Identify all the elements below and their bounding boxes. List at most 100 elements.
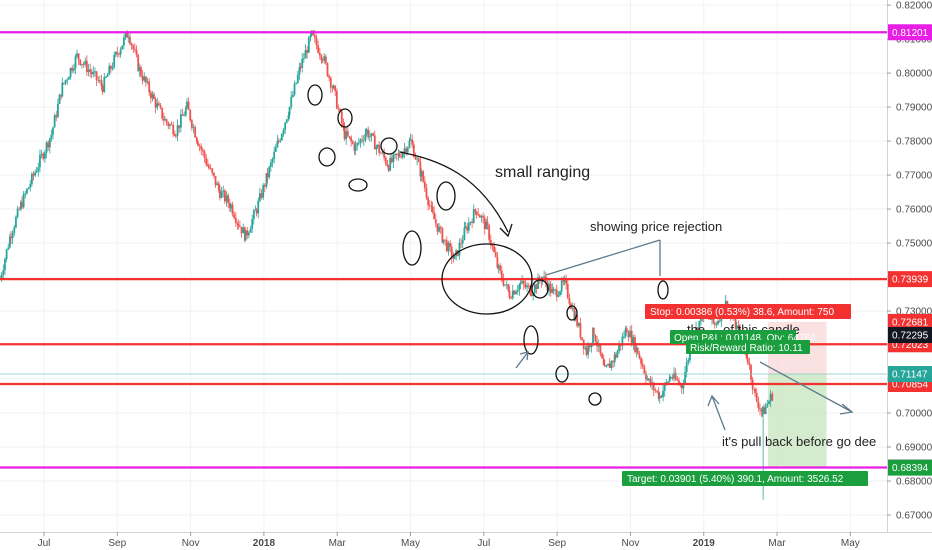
candle-body bbox=[483, 217, 486, 230]
y-tick-label: 0.76000 bbox=[896, 205, 932, 216]
circle-mark bbox=[523, 325, 539, 355]
candle-body bbox=[11, 232, 14, 239]
candle-body bbox=[605, 365, 608, 367]
candle-body bbox=[629, 330, 631, 338]
candle-body bbox=[551, 289, 554, 293]
candle-body bbox=[234, 218, 237, 224]
candle-body bbox=[475, 211, 478, 214]
candle-body bbox=[416, 158, 419, 160]
candle-body bbox=[269, 162, 272, 167]
candle-body bbox=[616, 351, 619, 358]
candle-body bbox=[19, 202, 22, 210]
candle-body bbox=[194, 127, 197, 138]
candle-body bbox=[764, 406, 767, 415]
candle-body bbox=[58, 94, 61, 104]
circle-mark bbox=[348, 178, 368, 192]
x-tick-label: Nov bbox=[622, 538, 640, 549]
candle-body bbox=[304, 50, 307, 59]
candle-body bbox=[652, 382, 655, 391]
candle-body bbox=[588, 345, 591, 348]
price-tag bbox=[888, 313, 932, 330]
candle-body bbox=[577, 323, 580, 326]
candle-body bbox=[665, 382, 668, 384]
candle-body bbox=[101, 85, 104, 93]
rr-label[interactable]: Risk/Reward Ratio: 10.11 bbox=[686, 340, 810, 354]
candle-body bbox=[680, 384, 683, 389]
candle-body bbox=[109, 65, 112, 69]
candle-body bbox=[284, 122, 287, 130]
candle-body bbox=[477, 213, 480, 216]
candle-body bbox=[100, 80, 103, 86]
candle-body bbox=[516, 290, 519, 292]
candle-body bbox=[156, 103, 159, 108]
candle-body bbox=[562, 280, 565, 282]
candle-body bbox=[499, 265, 502, 271]
candle-body bbox=[203, 151, 206, 158]
candle-body bbox=[411, 139, 414, 145]
candle-body bbox=[153, 94, 155, 99]
candle-body bbox=[18, 208, 21, 210]
candle-body bbox=[268, 166, 271, 178]
target-label[interactable]: Target: 0.03901 (5.40%) 390.1, Amount: 3… bbox=[622, 471, 868, 486]
price-tag-label: 0.68394 bbox=[892, 463, 929, 474]
candle-body bbox=[469, 221, 472, 223]
candle-body bbox=[565, 278, 568, 284]
candle-body bbox=[227, 195, 230, 204]
candle-body bbox=[698, 320, 701, 332]
candle-body bbox=[434, 219, 437, 224]
candle-body bbox=[315, 37, 318, 46]
candle-body bbox=[378, 144, 381, 153]
target-label-text: Target: 0.03901 (5.40%) 390.1, Amount: 3… bbox=[627, 474, 844, 485]
x-tick-label: Jul bbox=[38, 538, 51, 549]
candle-body bbox=[610, 361, 613, 368]
candle-body bbox=[433, 212, 436, 220]
candle-body bbox=[143, 76, 146, 81]
candle-body bbox=[183, 115, 186, 117]
candle-body bbox=[151, 94, 154, 99]
candle-body bbox=[491, 244, 494, 247]
candle-body bbox=[220, 191, 223, 198]
candle-body bbox=[42, 153, 45, 159]
x-tick-label: Mar bbox=[768, 538, 786, 549]
candle-body bbox=[632, 337, 635, 345]
candle-body bbox=[262, 185, 265, 198]
candle-body bbox=[419, 162, 422, 177]
candle-body bbox=[769, 393, 772, 402]
price-tag bbox=[888, 459, 932, 476]
candle-body bbox=[342, 123, 345, 127]
candle-body bbox=[68, 77, 70, 80]
candle-body bbox=[392, 154, 395, 163]
candle-body bbox=[759, 408, 761, 410]
candle-body bbox=[603, 364, 606, 367]
candle-body bbox=[94, 71, 96, 73]
candle-body bbox=[212, 172, 215, 176]
candle-body bbox=[118, 53, 120, 55]
candle-body bbox=[406, 147, 409, 153]
candle-body bbox=[200, 146, 203, 150]
candle-body bbox=[696, 327, 699, 332]
candle-body bbox=[436, 223, 439, 232]
candle-body bbox=[515, 291, 517, 295]
candle-body bbox=[423, 181, 426, 189]
x-axis[interactable]: Jul Sep Nov 2018 Mar May Jul Sep Nov 2019 Mar May bbox=[38, 532, 860, 549]
candle-body bbox=[447, 243, 450, 252]
candle-body bbox=[211, 168, 214, 173]
candle-body bbox=[274, 147, 277, 152]
candle-body bbox=[408, 140, 411, 148]
candle-body bbox=[111, 66, 114, 69]
candle-body bbox=[236, 223, 239, 224]
candle-body bbox=[612, 361, 614, 363]
candle-body bbox=[266, 173, 269, 178]
stop-label[interactable]: Stop: 0.00386 (0.53%) 38.6, Amount: 750 bbox=[645, 304, 851, 319]
candle-body bbox=[16, 208, 19, 218]
circle-mark bbox=[441, 243, 533, 315]
y-tick-label: 0.75000 bbox=[896, 239, 932, 250]
candle-body bbox=[154, 98, 157, 108]
candle-body bbox=[489, 239, 492, 245]
candle-body bbox=[624, 328, 627, 337]
candle-body bbox=[260, 193, 263, 198]
candle-body bbox=[387, 166, 390, 171]
candle-body bbox=[55, 115, 58, 117]
candle-body bbox=[223, 190, 226, 202]
